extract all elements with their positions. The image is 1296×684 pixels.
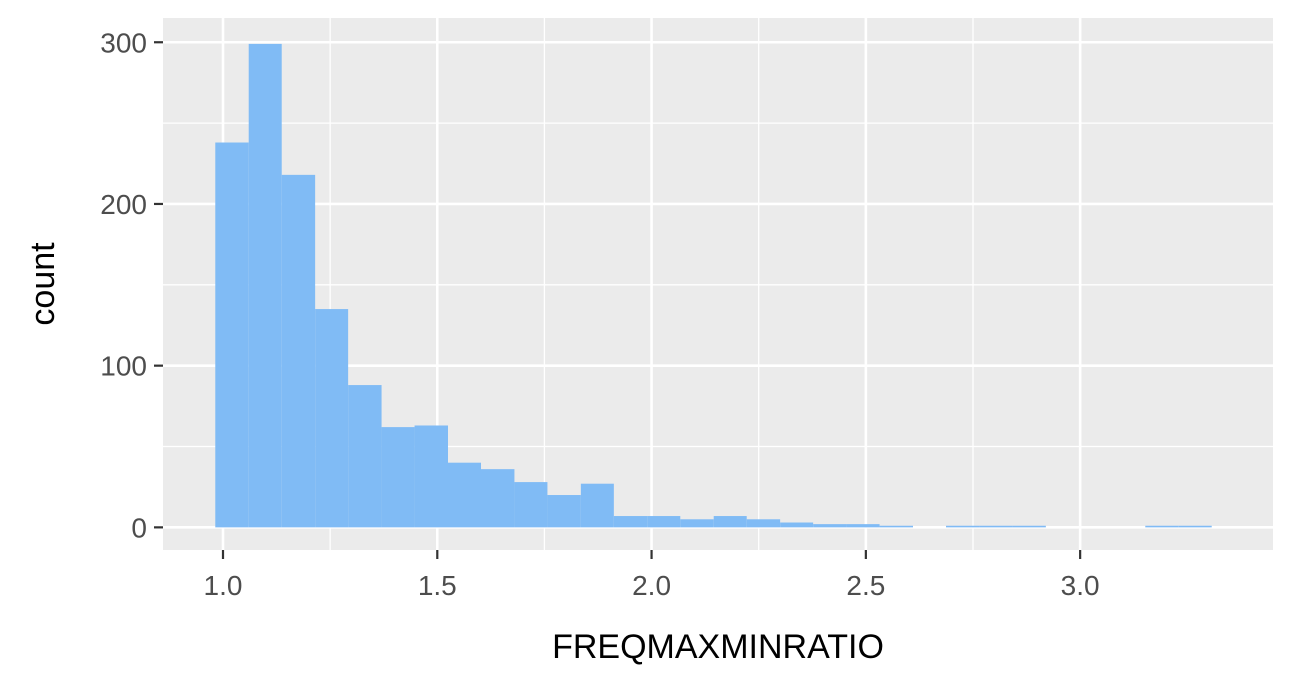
histogram-bar <box>680 519 714 528</box>
histogram-bar <box>713 516 747 528</box>
y-tick-label: 200 <box>100 189 147 220</box>
histogram-bar <box>215 142 249 528</box>
histogram-bar <box>879 525 913 528</box>
histogram-bar <box>1145 525 1179 528</box>
x-tick-label: 2.0 <box>632 570 671 601</box>
x-tick-label: 2.5 <box>846 570 885 601</box>
x-axis: 1.0 1.5 2.0 2.5 3.0 <box>204 550 1100 601</box>
histogram-bar <box>348 385 382 528</box>
histogram-bar <box>481 469 515 528</box>
histogram-bar <box>1178 525 1212 528</box>
histogram-bar <box>1012 525 1046 528</box>
histogram-bar <box>647 516 681 528</box>
histogram-bar <box>979 525 1013 528</box>
histogram-bar <box>547 495 581 528</box>
y-tick-label: 0 <box>131 512 147 543</box>
y-tick-label: 100 <box>100 351 147 382</box>
x-axis-title: FREQMAXMINRATIO <box>552 628 884 666</box>
histogram-bar <box>813 524 847 528</box>
histogram-bar <box>780 522 814 528</box>
y-axis: 0 100 200 300 <box>100 27 163 543</box>
minor-gridlines <box>163 18 1273 550</box>
histogram-bar <box>414 425 448 528</box>
histogram-bar <box>946 525 980 528</box>
x-tick-label: 1.0 <box>204 570 243 601</box>
histogram-bar <box>580 483 614 528</box>
x-tick-label: 3.0 <box>1061 570 1100 601</box>
histogram-bar <box>746 519 781 528</box>
histogram-bar <box>315 309 349 528</box>
histogram-bar <box>381 427 415 528</box>
histogram-bar <box>613 516 648 528</box>
x-tick-label: 1.5 <box>418 570 457 601</box>
histogram-bars <box>215 43 1212 528</box>
histogram-bar <box>448 462 481 528</box>
y-tick-label: 300 <box>100 27 147 58</box>
y-axis-title: count <box>24 242 62 326</box>
histogram-bar <box>846 524 880 528</box>
histogram-bar <box>281 174 316 528</box>
histogram-bar <box>248 43 282 528</box>
major-gridlines <box>163 18 1273 550</box>
histogram-bar <box>514 482 548 528</box>
